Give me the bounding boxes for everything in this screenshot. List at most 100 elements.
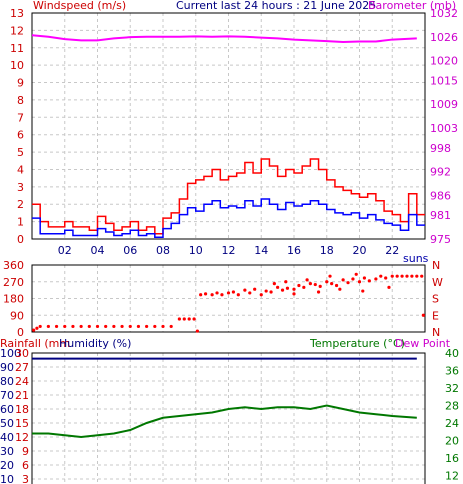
hour-tick-label: 16 bbox=[287, 244, 301, 257]
wind-y-tick-label: 6 bbox=[17, 129, 24, 142]
direction-point bbox=[215, 291, 219, 295]
direction-point bbox=[405, 274, 409, 278]
direction-point bbox=[32, 328, 36, 332]
direction-point bbox=[410, 274, 414, 278]
direction-point bbox=[421, 313, 425, 317]
direction-point bbox=[243, 288, 247, 292]
direction-point bbox=[302, 285, 306, 289]
wind-y-tick-label: 7 bbox=[17, 111, 24, 124]
direction-point bbox=[318, 284, 322, 289]
temperature-y-tick-label: 24 bbox=[445, 417, 459, 430]
barometer-y-tick-label: 1026 bbox=[430, 31, 458, 44]
direction-point bbox=[276, 285, 280, 289]
direction-y-tick-label: 270 bbox=[3, 276, 24, 289]
direction-point bbox=[79, 324, 83, 329]
hour-tick-label: 04 bbox=[91, 244, 105, 257]
direction-point bbox=[104, 324, 108, 329]
barometer-y-tick-label: 1020 bbox=[430, 55, 458, 68]
direction-point bbox=[182, 317, 186, 321]
direction-point bbox=[387, 285, 391, 289]
direction-point bbox=[195, 329, 199, 333]
direction-point bbox=[136, 324, 141, 329]
temperature-y-tick-label: 36 bbox=[445, 365, 459, 378]
wind-y-tick-label: 1 bbox=[17, 216, 24, 229]
direction-point bbox=[292, 287, 296, 291]
temperature-y-tick-label: 28 bbox=[445, 400, 459, 413]
temp-panel-frame bbox=[31, 352, 426, 484]
direction-point bbox=[361, 289, 365, 293]
direction-point bbox=[351, 277, 355, 281]
temp-panel-series bbox=[32, 357, 417, 439]
hour-tick-label: 20 bbox=[353, 244, 367, 257]
humidity-y-tick-label: 20 bbox=[0, 459, 14, 472]
wind-panel-series bbox=[31, 34, 425, 239]
direction-point bbox=[362, 276, 367, 280]
rainfall-y-tick-label: 18 bbox=[15, 403, 29, 416]
temperature-y-tick-label: 12 bbox=[445, 470, 459, 483]
wind-y-tick-label: 8 bbox=[17, 94, 24, 107]
barometer-y-tick-label: 1015 bbox=[430, 74, 458, 87]
direction-point bbox=[308, 282, 312, 286]
direction-point bbox=[297, 283, 301, 288]
direction-point bbox=[187, 317, 191, 321]
direction-point bbox=[210, 293, 214, 297]
direction-panel-series bbox=[32, 272, 425, 333]
direction-point bbox=[220, 293, 224, 297]
direction-point bbox=[367, 279, 371, 283]
wind-y-tick-label: 5 bbox=[17, 146, 24, 159]
direction-compass-label: N bbox=[432, 326, 440, 339]
direction-point bbox=[236, 293, 240, 297]
temp-panel-axes: 1020304050607080901003691215182124273012… bbox=[0, 347, 459, 484]
humidity-y-tick-label: 10 bbox=[0, 473, 14, 484]
rainfall-y-tick-label: 15 bbox=[15, 417, 29, 430]
direction-compass-label: S bbox=[432, 293, 439, 306]
barometer-y-tick-label: 1003 bbox=[430, 122, 458, 135]
direction-point bbox=[379, 274, 383, 278]
direction-point bbox=[384, 276, 388, 280]
rainfall-y-tick-label: 27 bbox=[15, 361, 29, 374]
direction-point bbox=[285, 286, 290, 290]
direction-point bbox=[177, 317, 181, 321]
direction-point bbox=[192, 317, 196, 321]
wind-y-tick-label: 2 bbox=[17, 198, 24, 211]
wind-average-line bbox=[32, 198, 425, 239]
barometer-y-tick-label: 975 bbox=[430, 233, 451, 246]
direction-point bbox=[292, 292, 296, 296]
direction-point bbox=[400, 274, 404, 278]
direction-point bbox=[87, 324, 91, 329]
barometer-y-tick-label: 992 bbox=[430, 166, 451, 179]
direction-point bbox=[161, 324, 165, 329]
direction-point bbox=[120, 324, 124, 329]
direction-point bbox=[357, 280, 362, 284]
humidity-y-tick-label: 70 bbox=[0, 389, 14, 402]
humidity-y-tick-label: 60 bbox=[0, 403, 14, 416]
wind-y-tick-label: 12 bbox=[10, 24, 24, 37]
direction-point bbox=[35, 326, 39, 330]
temp-panel-grid bbox=[32, 353, 425, 484]
direction-point bbox=[199, 293, 203, 297]
hour-tick-label: 22 bbox=[385, 244, 399, 257]
humidity-axis-title: Humidity (%) bbox=[59, 337, 131, 350]
direction-point bbox=[203, 292, 208, 296]
barometer-y-tick-label: 998 bbox=[430, 142, 451, 155]
direction-point bbox=[330, 282, 334, 286]
wind-y-tick-label: 13 bbox=[10, 7, 24, 20]
barometer-axis-title: Barometer (mb) bbox=[368, 0, 456, 12]
direction-point bbox=[145, 324, 149, 329]
wind-y-tick-label: 3 bbox=[17, 181, 24, 194]
direction-point bbox=[280, 288, 285, 292]
direction-y-tick-label: 90 bbox=[10, 309, 24, 322]
rainfall-y-tick-label: 9 bbox=[22, 445, 29, 458]
barometer-y-tick-label: 1009 bbox=[430, 98, 458, 111]
hour-tick-label: 12 bbox=[222, 244, 236, 257]
direction-point bbox=[169, 324, 173, 329]
humidity-y-tick-label: 30 bbox=[0, 445, 14, 458]
barometer-y-tick-label: 986 bbox=[430, 189, 451, 202]
hour-tick-label: 10 bbox=[189, 244, 203, 257]
direction-point bbox=[390, 274, 394, 278]
direction-point bbox=[269, 290, 273, 294]
wind-y-tick-label: 11 bbox=[10, 42, 24, 55]
direction-point bbox=[395, 274, 399, 278]
direction-point bbox=[264, 289, 268, 293]
